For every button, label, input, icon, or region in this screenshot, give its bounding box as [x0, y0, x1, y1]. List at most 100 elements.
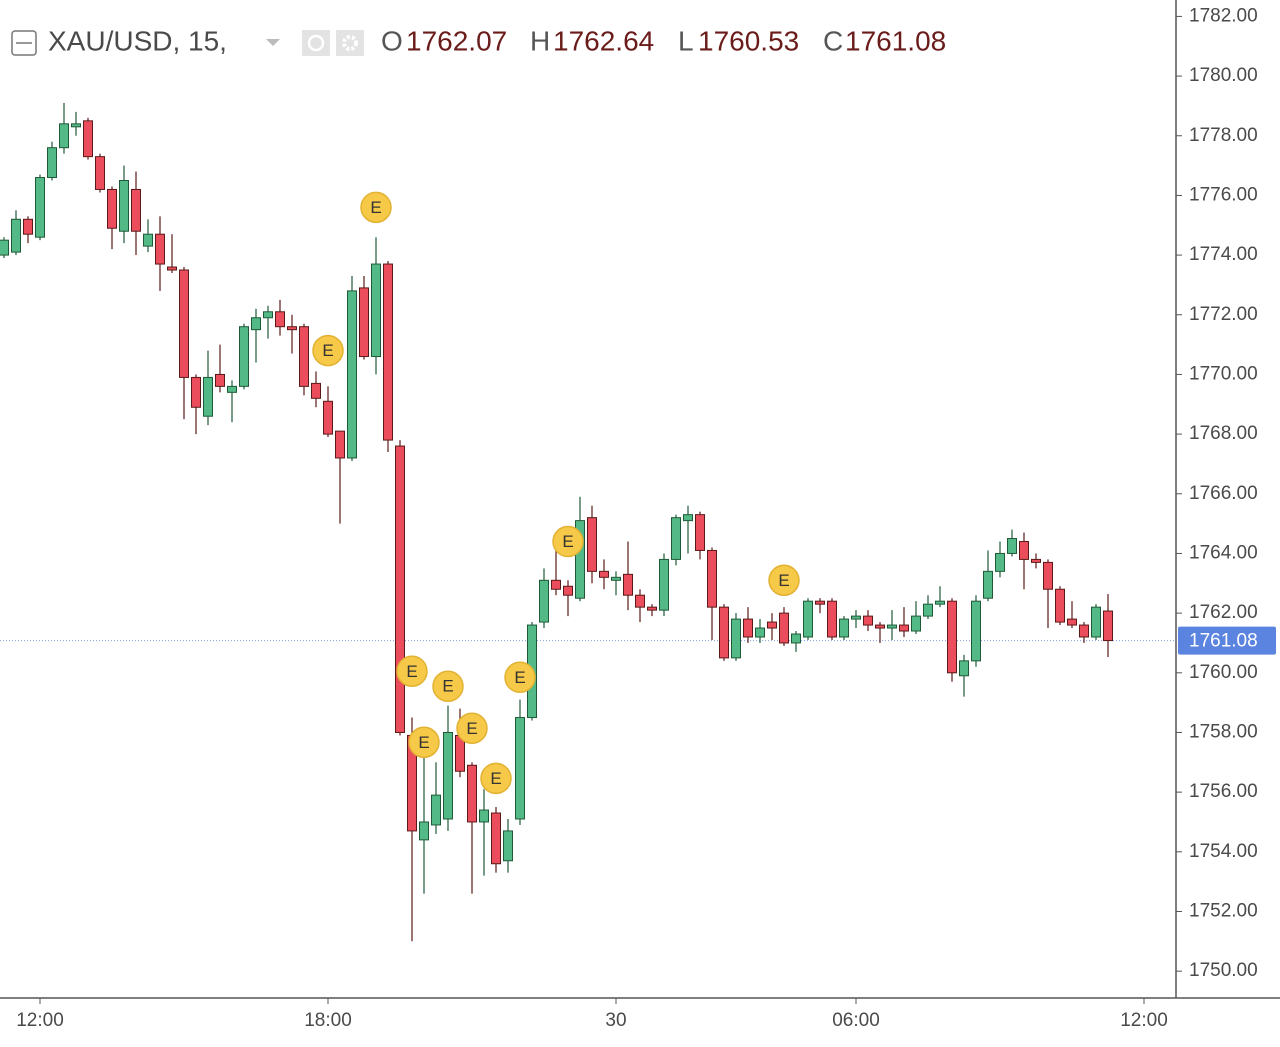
plot-area: E E E E E E E E E E [0, 102, 1176, 942]
candle-body [215, 373, 225, 387]
event-label: E [778, 571, 789, 590]
candle-body [71, 123, 81, 128]
settings-button[interactable] [336, 30, 364, 56]
event-label: E [466, 719, 477, 738]
candle-body [611, 576, 621, 581]
visibility-button[interactable] [302, 30, 330, 56]
candle-body [743, 618, 753, 638]
candle-body [899, 624, 909, 632]
y-tick-label: 1760.00 [1189, 662, 1258, 683]
x-tick-label: 06:00 [832, 1010, 880, 1031]
candle-body [443, 731, 453, 820]
event-label: E [562, 532, 573, 551]
candle-body [479, 809, 489, 823]
eye-icon [307, 34, 325, 52]
candle-body [1043, 561, 1053, 590]
last-price-badge [1178, 626, 1276, 655]
candle-body [275, 311, 285, 328]
candle-body [911, 615, 921, 632]
header-background [0, 18, 960, 68]
y-tick-label: 1764.00 [1189, 542, 1258, 563]
candle-body [659, 558, 669, 611]
candle-body [83, 120, 93, 158]
event-label: E [322, 341, 333, 360]
candle-body [551, 579, 561, 590]
candle-body [875, 624, 885, 629]
candle-body [1079, 624, 1089, 638]
collapse-button[interactable] [11, 30, 37, 56]
candle-body [947, 600, 957, 674]
event-marker [768, 564, 800, 597]
candle-body [1007, 538, 1017, 554]
event-label: E [418, 733, 429, 752]
ohlc-label: H [530, 25, 550, 56]
candle-body [0, 239, 9, 256]
candle-body [299, 326, 309, 387]
ohlc-value: 1762.64 [553, 25, 654, 56]
y-tick-label: 1762.00 [1189, 602, 1258, 623]
candle-body [1091, 606, 1101, 638]
dropdown-arrow[interactable] [266, 39, 280, 46]
candle-body [539, 579, 549, 623]
ohlc-value: 1760.53 [698, 25, 799, 56]
candle-body [251, 317, 261, 331]
candle-body [1031, 558, 1041, 563]
symbol[interactable]: XAU/USD, 15, [48, 25, 227, 56]
candle-body [419, 821, 429, 841]
candle-body [11, 218, 21, 253]
candle-body [755, 627, 765, 638]
candle-body [143, 233, 153, 247]
candle-body [995, 552, 1005, 572]
ohlc-legend: O 1762.07 H 1762.64 L 1760.53 C 1761.08 [381, 25, 946, 56]
candle-body [503, 830, 513, 862]
x-tick-label: 30 [605, 1010, 626, 1031]
y-tick-label: 1772.00 [1189, 304, 1258, 325]
candle-body [839, 618, 849, 638]
ohlc-label: L [678, 25, 694, 56]
event-label: E [442, 677, 453, 696]
candle-body [1019, 541, 1029, 560]
candle-body [791, 633, 801, 644]
y-tick-label: 1752.00 [1189, 900, 1258, 921]
candle-body [767, 621, 777, 629]
gear-icon [342, 35, 358, 51]
candle-body [179, 269, 189, 378]
candle-body [803, 600, 813, 638]
candle-body [1103, 610, 1113, 642]
candle-body [851, 615, 861, 620]
candle-body [395, 445, 405, 733]
event-label: E [406, 662, 417, 681]
y-tick-label: 1782.00 [1189, 5, 1258, 26]
ohlc-label: O [381, 25, 403, 56]
y-tick-label: 1768.00 [1189, 423, 1258, 444]
candle-body [35, 177, 45, 238]
ohlc-value: 1762.07 [406, 25, 507, 56]
candle-body [347, 290, 357, 459]
candle-body [1067, 618, 1077, 626]
ohlc-label: C [823, 25, 843, 56]
candle-body [431, 794, 441, 826]
candle-body [239, 326, 249, 387]
candle-body [863, 615, 873, 626]
candle-body [335, 430, 345, 459]
ohlc-value: 1761.08 [845, 25, 946, 56]
x-tick-label: 12:00 [1120, 1010, 1168, 1031]
event-marker [456, 712, 488, 745]
y-tick-label: 1774.00 [1189, 244, 1258, 265]
event-marker [360, 191, 392, 224]
candle-body [623, 573, 633, 596]
candle-body [887, 624, 897, 629]
x-tick-label: 18:00 [304, 1010, 352, 1031]
y-tick-label: 1756.00 [1189, 781, 1258, 802]
candle-body [131, 188, 141, 232]
candle-body [59, 123, 69, 149]
candle-body [827, 600, 837, 638]
candle-body [383, 263, 393, 441]
candle-body [95, 156, 105, 190]
candle-body [23, 218, 33, 235]
event-marker [396, 655, 428, 688]
candle-body [959, 660, 969, 677]
y-tick-label: 1780.00 [1189, 65, 1258, 86]
candle-body [359, 287, 369, 358]
event-label: E [490, 769, 501, 788]
